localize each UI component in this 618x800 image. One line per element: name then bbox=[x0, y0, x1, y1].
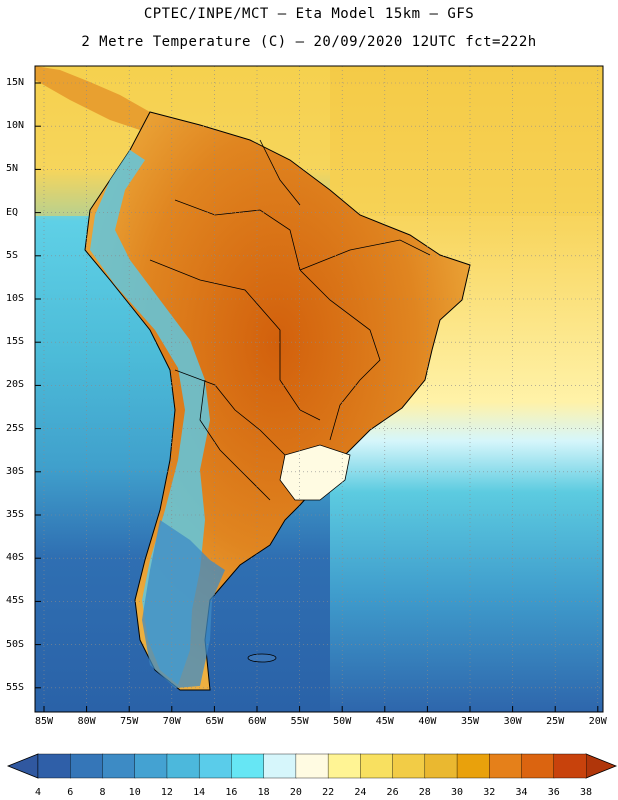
colorbar-label: 20 bbox=[289, 787, 302, 798]
colorbar-label: 16 bbox=[225, 787, 238, 798]
colorbar-label: 28 bbox=[418, 787, 431, 798]
colorbar-swatch bbox=[392, 753, 426, 779]
central-america bbox=[35, 66, 150, 130]
lon-label: 50W bbox=[333, 716, 352, 727]
lat-label: 55S bbox=[6, 681, 25, 693]
colorbar-swatch bbox=[102, 753, 136, 779]
colorbar-swatch bbox=[70, 753, 104, 779]
lon-label: 45W bbox=[375, 716, 394, 727]
lon-label: 35W bbox=[460, 716, 480, 727]
colorbar-label: 10 bbox=[128, 787, 141, 798]
lat-label: 40S bbox=[6, 552, 25, 564]
colorbar-label: 32 bbox=[483, 787, 496, 798]
lat-label: 15N bbox=[6, 77, 25, 88]
colorbar-swatch bbox=[456, 753, 490, 779]
lon-label: 75W bbox=[120, 716, 139, 727]
colorbar-label: 38 bbox=[579, 787, 593, 798]
lon-label: 70W bbox=[162, 716, 181, 727]
colorbar-swatch bbox=[231, 753, 265, 779]
colorbar-label: 4 bbox=[34, 787, 42, 798]
colorbar-label: 6 bbox=[67, 787, 74, 798]
colorbar-swatch bbox=[553, 753, 587, 779]
country-borders bbox=[149, 139, 431, 501]
colorbar-swatch bbox=[295, 753, 329, 779]
colorbar-swatch bbox=[263, 753, 297, 779]
lon-label: 30W bbox=[503, 716, 522, 727]
colorbar-label: 22 bbox=[322, 787, 335, 798]
lon-label: 85W bbox=[34, 716, 54, 727]
colorbar-label: 14 bbox=[193, 787, 206, 798]
colorbar-label: 24 bbox=[354, 787, 367, 798]
lat-label: 25S bbox=[6, 422, 25, 434]
lat-label: 10N bbox=[6, 120, 25, 132]
colorbar-swatch bbox=[424, 753, 458, 779]
lat-label: 10S bbox=[6, 293, 25, 304]
colorbar-swatch bbox=[166, 753, 200, 779]
lon-label: 25W bbox=[546, 716, 565, 727]
colorbar-label: 30 bbox=[451, 787, 464, 798]
lon-label: 20W bbox=[588, 716, 607, 727]
colorbar-swatch bbox=[198, 753, 233, 779]
colorbar-swatch bbox=[360, 753, 394, 779]
colorbar-label: 36 bbox=[547, 787, 560, 798]
lon-label: 80W bbox=[77, 716, 96, 727]
colorbar-label: 34 bbox=[515, 787, 528, 798]
colorbar-low-arrow bbox=[6, 753, 39, 779]
lat-label: 35S bbox=[6, 509, 25, 520]
lat-label: 30S bbox=[6, 465, 25, 477]
lat-label: 50S bbox=[6, 638, 25, 650]
lat-label: 5S bbox=[6, 249, 19, 261]
graticule-grid bbox=[35, 66, 603, 712]
colorbar-swatch bbox=[327, 753, 362, 779]
lon-label: 40W bbox=[418, 716, 437, 727]
axis-ticks bbox=[35, 82, 599, 712]
falkland-islands bbox=[247, 653, 277, 663]
patagonia-cold-region bbox=[142, 520, 225, 688]
lat-label: EQ bbox=[6, 206, 19, 218]
colorbar-high-arrow bbox=[585, 753, 618, 779]
lat-label: 15S bbox=[6, 336, 25, 348]
colorbar-swatch bbox=[37, 753, 71, 779]
lon-label: 55W bbox=[290, 716, 309, 727]
uruguay-region bbox=[279, 444, 351, 501]
lat-label: 45S bbox=[6, 595, 25, 607]
chart-title-line-1: CPTEC/INPE/MCT – Eta Model 15km – GFS bbox=[143, 6, 475, 22]
chart-title-line-2: 2 Metre Temperature (C) – 20/09/2020 12U… bbox=[81, 34, 537, 50]
lon-label: 65W bbox=[205, 716, 224, 727]
plot-frame bbox=[34, 65, 604, 713]
colorbar-swatch bbox=[489, 753, 523, 779]
colorbar-label: 26 bbox=[386, 787, 399, 798]
colorbar-label: 18 bbox=[257, 787, 270, 798]
lat-label: 5N bbox=[6, 163, 19, 175]
colorbar-label: 12 bbox=[160, 787, 173, 798]
lon-label: 60W bbox=[247, 716, 267, 727]
colorbar-label: 8 bbox=[99, 787, 106, 798]
colorbar-swatch bbox=[521, 753, 555, 779]
colorbar bbox=[6, 753, 618, 779]
colorbar-swatch bbox=[134, 753, 168, 779]
lat-label: 20S bbox=[6, 379, 25, 391]
